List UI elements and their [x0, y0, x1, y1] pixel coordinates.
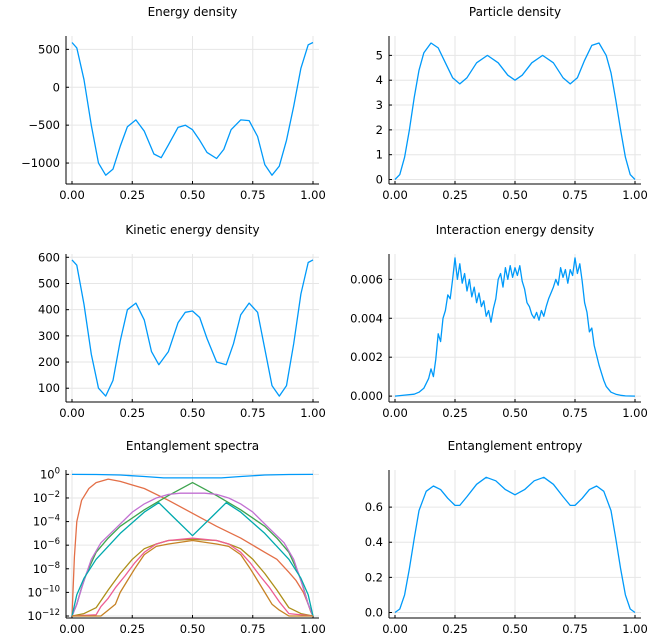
y-tick-label: 0.4	[365, 535, 383, 549]
y-tick-label: 0.002	[350, 350, 383, 364]
y-tick-label: −500	[28, 118, 60, 132]
y-tick-label: −1000	[21, 156, 60, 170]
y-tick-label: 100	[38, 381, 60, 395]
x-tick-label: 0.00	[59, 622, 85, 636]
y-tick-label: 0.006	[350, 272, 383, 286]
x-tick-label: 0.25	[442, 622, 468, 636]
x-tick-label: 1.00	[300, 622, 326, 636]
y-tick-label: 0.0	[365, 605, 383, 619]
y-tick-label: 200	[38, 355, 60, 369]
x-tick-label: 1.00	[622, 188, 648, 202]
series-line-1	[71, 473, 314, 479]
x-tick-label: 0.00	[382, 622, 408, 636]
series-line-1	[394, 257, 636, 397]
y-tick-label: 400	[38, 303, 60, 317]
x-tick-label: 0.50	[502, 188, 528, 202]
y-tick-label: 600	[38, 250, 60, 264]
y-tick-label: 300	[38, 329, 60, 343]
y-tick-label: 0.2	[365, 570, 383, 584]
x-tick-label: 0.00	[382, 188, 408, 202]
gridlines	[389, 254, 641, 402]
series-line-2	[71, 478, 314, 617]
series-line-1	[394, 476, 636, 614]
x-tick-label: 0.50	[180, 622, 206, 636]
chart-title: Particle density	[469, 5, 561, 19]
series-line-4	[71, 492, 314, 617]
x-tick-label: 0.50	[502, 406, 528, 420]
series-line-1	[71, 41, 314, 176]
chart-title: Energy density	[148, 5, 238, 19]
x-tick-label: 0.75	[240, 188, 266, 202]
x-tick-label: 0.75	[562, 188, 588, 202]
y-tick-label: 0.6	[365, 500, 383, 514]
chart-title: Interaction energy density	[436, 223, 595, 237]
series-line-1	[394, 42, 636, 180]
x-tick-label: 0.00	[59, 406, 85, 420]
series-line-5	[71, 538, 314, 617]
panel-energy-density: Energy density 0.00 0.25 0.50 0.75 1.00 500 0 −5…	[21, 5, 326, 202]
y-tick-label: 0	[376, 173, 383, 187]
x-tick-label: 1.00	[300, 406, 326, 420]
panel-entanglement-spectra: Entanglement spectra 0.00 0.25 0.50 0.75 1.00…	[27, 439, 325, 636]
x-tick-label: 0.75	[562, 406, 588, 420]
panel-kinetic-energy-density: Kinetic energy density 0.00 0.25 0.50 0.75 1.…	[38, 223, 326, 420]
x-tick-label: 0.75	[240, 622, 266, 636]
series-line-1	[71, 259, 314, 397]
y-tick-label: 500	[38, 276, 60, 290]
x-tick-label: 0.50	[180, 406, 206, 420]
panel-particle-density: Particle density 0.00 0.25 0.50 0.75 1.00 0 1 2 3…	[376, 5, 648, 202]
y-tick-label: 1	[376, 148, 383, 162]
panel-interaction-energy-density: Interaction energy density 0.00 0.25 0.50 0.…	[350, 223, 648, 420]
x-tick-label: 0.50	[502, 622, 528, 636]
x-tick-label: 1.00	[622, 622, 648, 636]
x-tick-label: 0.25	[442, 188, 468, 202]
x-tick-label: 0.25	[442, 406, 468, 420]
gridlines	[66, 254, 319, 402]
chart-title: Kinetic energy density	[125, 223, 259, 237]
x-tick-label: 0.25	[119, 622, 145, 636]
y-tick-label: 0.004	[350, 311, 383, 325]
x-tick-label: 0.25	[119, 188, 145, 202]
gridlines	[66, 36, 319, 184]
y-tick-label: 2	[376, 123, 383, 137]
y-tick-label: 3	[376, 98, 383, 112]
x-tick-label: 0.00	[382, 406, 408, 420]
x-tick-label: 0.25	[119, 406, 145, 420]
chart-title: Entanglement entropy	[448, 439, 583, 453]
y-tick-label: 500	[38, 42, 60, 56]
chart-title: Entanglement spectra	[126, 439, 259, 453]
x-tick-label: 0.00	[59, 188, 85, 202]
panel-entanglement-entropy: Entanglement entropy 0.00 0.25 0.50 0.75 1.00…	[365, 439, 648, 636]
series-line-6	[71, 502, 314, 617]
gridlines	[66, 470, 319, 618]
series-line-7	[71, 537, 314, 617]
x-tick-label: 0.50	[180, 188, 206, 202]
x-tick-label: 1.00	[622, 406, 648, 420]
series-line-8	[72, 539, 313, 617]
y-tick-label: 0	[53, 80, 60, 94]
y-tick-label: 0.000	[350, 389, 383, 403]
y-tick-label: 4	[376, 73, 383, 87]
y-tick-label: 5	[376, 48, 383, 62]
x-tick-label: 0.75	[562, 622, 588, 636]
x-tick-label: 0.75	[240, 406, 266, 420]
x-tick-label: 1.00	[300, 188, 326, 202]
